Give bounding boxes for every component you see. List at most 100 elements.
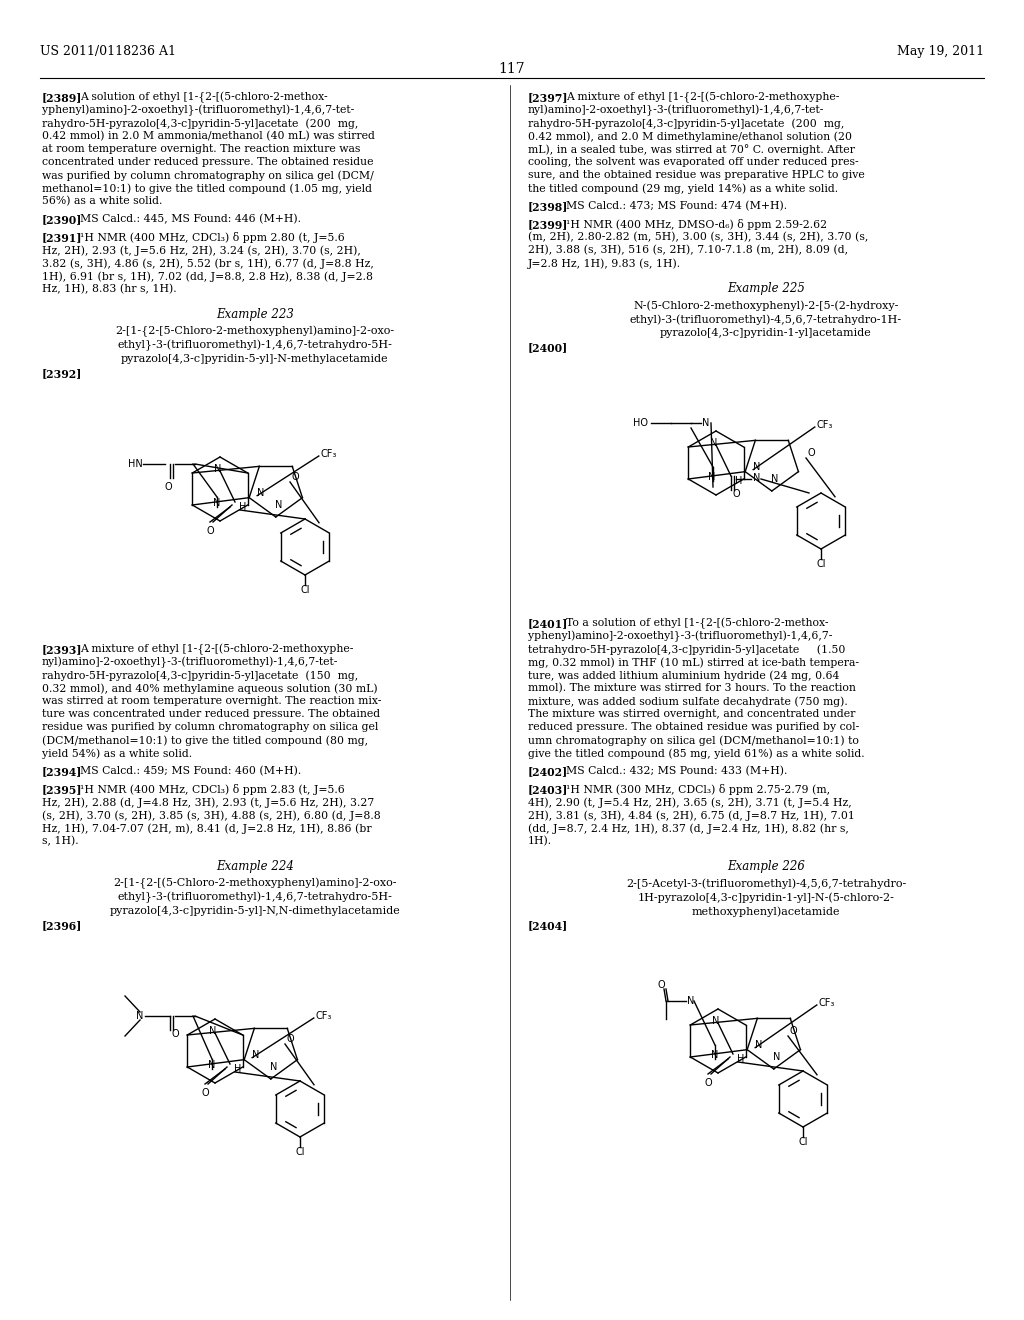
Text: reduced pressure. The obtained residue was purified by col-: reduced pressure. The obtained residue w… <box>528 722 859 733</box>
Text: at room temperature overnight. The reaction mixture was: at room temperature overnight. The react… <box>42 144 360 154</box>
Text: O: O <box>807 447 815 458</box>
Text: Hz, 1H), 7.04-7.07 (2H, m), 8.41 (d, J=2.8 Hz, 1H), 8.86 (br: Hz, 1H), 7.04-7.07 (2H, m), 8.41 (d, J=2… <box>42 822 372 833</box>
Text: CF₃: CF₃ <box>321 449 337 459</box>
Text: US 2011/0118236 A1: US 2011/0118236 A1 <box>40 45 176 58</box>
Text: 1H), 6.91 (br s, 1H), 7.02 (dd, J=8.8, 2.8 Hz), 8.38 (d, J=2.8: 1H), 6.91 (br s, 1H), 7.02 (dd, J=8.8, 2… <box>42 271 373 281</box>
Text: A mixture of ethyl [1-{2-[(5-chloro-2-methoxyphe-: A mixture of ethyl [1-{2-[(5-chloro-2-me… <box>80 644 353 655</box>
Text: Cl: Cl <box>295 1147 305 1158</box>
Text: Example 223: Example 223 <box>216 308 294 321</box>
Text: sure, and the obtained residue was preparative HPLC to give: sure, and the obtained residue was prepa… <box>528 170 864 180</box>
Text: ethyl}-3-(trifluoromethyl)-1,4,6,7-tetrahydro-5H-: ethyl}-3-(trifluoromethyl)-1,4,6,7-tetra… <box>118 341 392 351</box>
Text: nyl)amino]-2-oxoethyl}-3-(trifluoromethyl)-1,4,6,7-tet-: nyl)amino]-2-oxoethyl}-3-(trifluoromethy… <box>528 106 824 116</box>
Text: 0.32 mmol), and 40% methylamine aqueous solution (30 mL): 0.32 mmol), and 40% methylamine aqueous … <box>42 682 378 693</box>
Text: HO: HO <box>634 418 648 428</box>
Text: 2-[1-{2-[5-Chloro-2-methoxyphenyl)amino]-2-oxo-: 2-[1-{2-[5-Chloro-2-methoxyphenyl)amino]… <box>116 326 394 338</box>
Text: N: N <box>208 1060 216 1071</box>
Text: mg, 0.32 mmol) in THF (10 mL) stirred at ice-bath tempera-: mg, 0.32 mmol) in THF (10 mL) stirred at… <box>528 657 859 668</box>
Text: rahydro-5H-pyrazolo[4,3-c]pyridin-5-yl]acetate  (200  mg,: rahydro-5H-pyrazolo[4,3-c]pyridin-5-yl]a… <box>42 117 358 128</box>
Text: 2-[1-{2-[(5-Chloro-2-methoxyphenyl)amino]-2-oxo-: 2-[1-{2-[(5-Chloro-2-methoxyphenyl)amino… <box>114 878 396 890</box>
Text: CF₃: CF₃ <box>819 998 836 1008</box>
Text: [2394]: [2394] <box>42 766 82 777</box>
Text: N: N <box>773 1052 780 1063</box>
Text: 117: 117 <box>499 62 525 77</box>
Text: O: O <box>790 1026 797 1036</box>
Text: MS Calcd.: 432; MS Pound: 433 (M+H).: MS Calcd.: 432; MS Pound: 433 (M+H). <box>566 766 787 776</box>
Text: was stirred at room temperature overnight. The reaction mix-: was stirred at room temperature overnigh… <box>42 696 381 706</box>
Text: Cl: Cl <box>816 558 825 569</box>
Text: MS Calcd.: 473; MS Found: 474 (M+H).: MS Calcd.: 473; MS Found: 474 (M+H). <box>566 201 787 211</box>
Text: umn chromatography on silica gel (DCM/methanol=10:1) to: umn chromatography on silica gel (DCM/me… <box>528 735 859 746</box>
Text: ¹H NMR (400 MHz, CDCl₃) δ ppm 2.83 (t, J=5.6: ¹H NMR (400 MHz, CDCl₃) δ ppm 2.83 (t, J… <box>80 784 345 795</box>
Text: 1H-pyrazolo[4,3-c]pyridin-1-yl]-N-(5-chloro-2-: 1H-pyrazolo[4,3-c]pyridin-1-yl]-N-(5-chl… <box>638 892 894 903</box>
Text: [2392]: [2392] <box>42 368 82 379</box>
Text: Cl: Cl <box>799 1137 808 1147</box>
Text: O: O <box>201 1088 209 1098</box>
Text: (m, 2H), 2.80-2.82 (m, 5H), 3.00 (s, 3H), 3.44 (s, 2H), 3.70 (s,: (m, 2H), 2.80-2.82 (m, 5H), 3.00 (s, 3H)… <box>528 232 868 243</box>
Text: [2403]: [2403] <box>528 784 568 795</box>
Text: A mixture of ethyl [1-{2-[(5-chloro-2-methoxyphe-: A mixture of ethyl [1-{2-[(5-chloro-2-me… <box>566 92 840 103</box>
Text: (s, 2H), 3.70 (s, 2H), 3.85 (s, 3H), 4.88 (s, 2H), 6.80 (d, J=8.8: (s, 2H), 3.70 (s, 2H), 3.85 (s, 3H), 4.8… <box>42 810 381 821</box>
Text: (DCM/methanol=10:1) to give the titled compound (80 mg,: (DCM/methanol=10:1) to give the titled c… <box>42 735 368 746</box>
Text: N: N <box>275 500 283 510</box>
Text: O: O <box>206 525 214 536</box>
Text: methoxyphenyl)acetamide: methoxyphenyl)acetamide <box>692 906 841 916</box>
Text: the titled compound (29 mg, yield 14%) as a white solid.: the titled compound (29 mg, yield 14%) a… <box>528 183 838 194</box>
Text: O: O <box>705 1078 712 1088</box>
Text: N: N <box>711 438 718 447</box>
Text: N: N <box>756 1040 763 1049</box>
Text: rahydro-5H-pyrazolo[4,3-c]pyridin-5-yl]acetate  (150  mg,: rahydro-5H-pyrazolo[4,3-c]pyridin-5-yl]a… <box>42 671 358 681</box>
Text: [2397]: [2397] <box>528 92 568 103</box>
Text: O: O <box>171 1030 179 1039</box>
Text: tetrahydro-5H-pyrazolo[4,3-c]pyridin-5-yl]acetate     (1.50: tetrahydro-5H-pyrazolo[4,3-c]pyridin-5-y… <box>528 644 846 655</box>
Text: ¹H NMR (400 MHz, CDCl₃) δ ppm 2.80 (t, J=5.6: ¹H NMR (400 MHz, CDCl₃) δ ppm 2.80 (t, J… <box>80 232 345 243</box>
Text: N: N <box>213 498 221 508</box>
Text: [2396]: [2396] <box>42 920 82 931</box>
Text: N: N <box>257 487 265 498</box>
Text: ¹H NMR (300 MHz, CDCl₃) δ ppm 2.75-2.79 (m,: ¹H NMR (300 MHz, CDCl₃) δ ppm 2.75-2.79 … <box>566 784 830 795</box>
Text: O: O <box>291 473 299 482</box>
Text: Hz, 2H), 2.88 (d, J=4.8 Hz, 3H), 2.93 (t, J=5.6 Hz, 2H), 3.27: Hz, 2H), 2.88 (d, J=4.8 Hz, 3H), 2.93 (t… <box>42 797 374 808</box>
Text: Example 225: Example 225 <box>727 282 805 294</box>
Text: N: N <box>702 418 710 428</box>
Text: s, 1H).: s, 1H). <box>42 836 79 846</box>
Text: Hz, 1H), 8.83 (hr s, 1H).: Hz, 1H), 8.83 (hr s, 1H). <box>42 284 176 294</box>
Text: yphenyl)amino]-2-oxoethyl}-3-(trifluoromethyl)-1,4,6,7-: yphenyl)amino]-2-oxoethyl}-3-(trifluorom… <box>528 631 833 643</box>
Text: J=2.8 Hz, 1H), 9.83 (s, 1H).: J=2.8 Hz, 1H), 9.83 (s, 1H). <box>528 257 681 268</box>
Text: [2404]: [2404] <box>528 920 568 931</box>
Text: N: N <box>753 473 761 483</box>
Text: H: H <box>735 477 742 486</box>
Text: HN: HN <box>128 459 142 469</box>
Text: MS Calcd.: 459; MS Found: 460 (M+H).: MS Calcd.: 459; MS Found: 460 (M+H). <box>80 766 301 776</box>
Text: H: H <box>234 1064 242 1074</box>
Text: N: N <box>754 462 761 471</box>
Text: mmol). The mixture was stirred for 3 hours. To the reaction: mmol). The mixture was stirred for 3 hou… <box>528 682 856 693</box>
Text: N: N <box>214 465 221 474</box>
Text: 3.82 (s, 3H), 4.86 (s, 2H), 5.52 (br s, 1H), 6.77 (d, J=8.8 Hz,: 3.82 (s, 3H), 4.86 (s, 2H), 5.52 (br s, … <box>42 257 374 268</box>
Text: concentrated under reduced pressure. The obtained residue: concentrated under reduced pressure. The… <box>42 157 374 168</box>
Text: [2402]: [2402] <box>528 766 568 777</box>
Text: N: N <box>771 474 778 484</box>
Text: [2390]: [2390] <box>42 214 82 224</box>
Text: The mixture was stirred overnight, and concentrated under: The mixture was stirred overnight, and c… <box>528 709 855 719</box>
Text: O: O <box>732 488 739 499</box>
Text: N-(5-Chloro-2-methoxyphenyl)-2-[5-(2-hydroxy-: N-(5-Chloro-2-methoxyphenyl)-2-[5-(2-hyd… <box>633 300 899 310</box>
Text: ethyl}-3-(trifluoromethyl)-1,4,6,7-tetrahydro-5H-: ethyl}-3-(trifluoromethyl)-1,4,6,7-tetra… <box>118 892 392 903</box>
Text: [2389]: [2389] <box>42 92 82 103</box>
Text: 0.42 mmol) in 2.0 M ammonia/methanol (40 mL) was stirred: 0.42 mmol) in 2.0 M ammonia/methanol (40… <box>42 131 375 141</box>
Text: 2H), 3.88 (s, 3H), 516 (s, 2H), 7.10-7.1.8 (m, 2H), 8.09 (d,: 2H), 3.88 (s, 3H), 516 (s, 2H), 7.10-7.1… <box>528 246 848 255</box>
Text: To a solution of ethyl [1-{2-[(5-chloro-2-methox-: To a solution of ethyl [1-{2-[(5-chloro-… <box>566 618 828 630</box>
Text: [2395]: [2395] <box>42 784 83 795</box>
Text: N: N <box>713 1016 720 1026</box>
Text: O: O <box>164 482 172 492</box>
Text: was purified by column chromatography on silica gel (DCM/: was purified by column chromatography on… <box>42 170 374 181</box>
Text: [2399]: [2399] <box>528 219 568 230</box>
Text: ture was concentrated under reduced pressure. The obtained: ture was concentrated under reduced pres… <box>42 709 380 719</box>
Text: pyrazolo[4,3-c]pyridin-5-yl]-N,N-dimethylacetamide: pyrazolo[4,3-c]pyridin-5-yl]-N,N-dimethy… <box>110 906 400 916</box>
Text: rahydro-5H-pyrazolo[4,3-c]pyridin-5-yl]acetate  (200  mg,: rahydro-5H-pyrazolo[4,3-c]pyridin-5-yl]a… <box>528 117 845 128</box>
Text: yield 54%) as a white solid.: yield 54%) as a white solid. <box>42 748 193 759</box>
Text: residue was purified by column chromatography on silica gel: residue was purified by column chromatog… <box>42 722 379 733</box>
Text: pyrazolo[4,3-c]pyridin-1-yl]acetamide: pyrazolo[4,3-c]pyridin-1-yl]acetamide <box>660 327 871 338</box>
Text: MS Calcd.: 445, MS Found: 446 (M+H).: MS Calcd.: 445, MS Found: 446 (M+H). <box>80 214 301 224</box>
Text: mL), in a sealed tube, was stirred at 70° C. overnight. After: mL), in a sealed tube, was stirred at 70… <box>528 144 855 154</box>
Text: O: O <box>657 979 665 990</box>
